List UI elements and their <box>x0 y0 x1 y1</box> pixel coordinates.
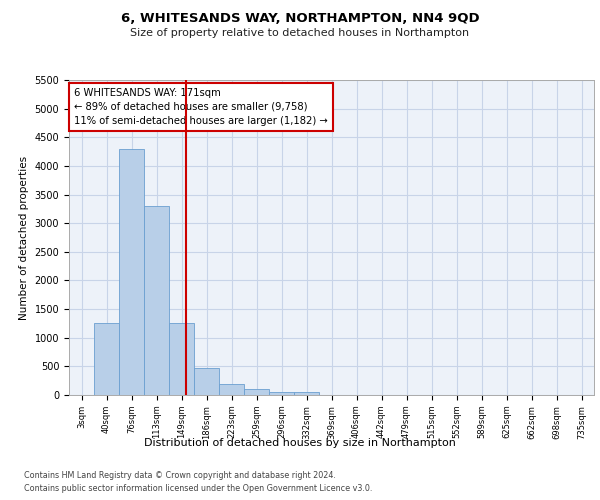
Bar <box>219 384 244 395</box>
Text: 6 WHITESANDS WAY: 171sqm
← 89% of detached houses are smaller (9,758)
11% of sem: 6 WHITESANDS WAY: 171sqm ← 89% of detach… <box>74 88 328 126</box>
Bar <box>194 368 219 395</box>
Text: Contains public sector information licensed under the Open Government Licence v3: Contains public sector information licen… <box>24 484 373 493</box>
Bar <box>94 324 119 395</box>
Bar <box>169 324 194 395</box>
Text: 6, WHITESANDS WAY, NORTHAMPTON, NN4 9QD: 6, WHITESANDS WAY, NORTHAMPTON, NN4 9QD <box>121 12 479 26</box>
Bar <box>144 206 169 395</box>
Bar <box>294 392 319 395</box>
Text: Distribution of detached houses by size in Northampton: Distribution of detached houses by size … <box>144 438 456 448</box>
Bar <box>269 392 294 395</box>
Text: Contains HM Land Registry data © Crown copyright and database right 2024.: Contains HM Land Registry data © Crown c… <box>24 471 336 480</box>
Bar <box>244 390 269 395</box>
Text: Size of property relative to detached houses in Northampton: Size of property relative to detached ho… <box>130 28 470 38</box>
Bar <box>119 148 144 395</box>
Y-axis label: Number of detached properties: Number of detached properties <box>19 156 29 320</box>
